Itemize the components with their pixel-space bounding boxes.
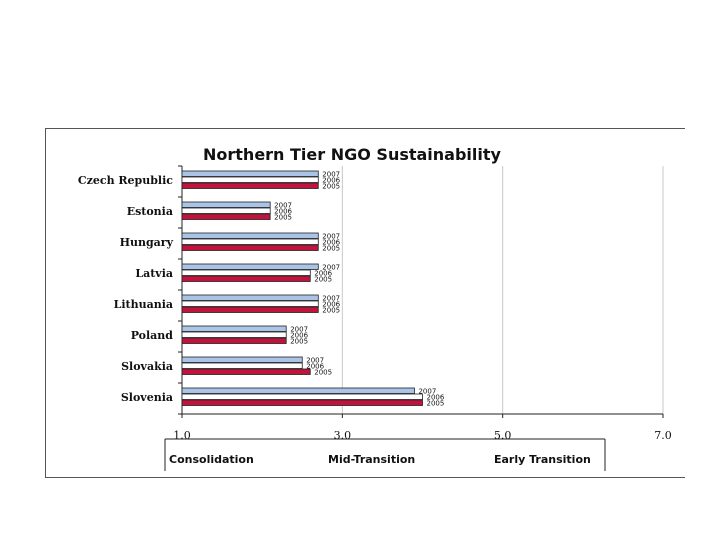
bar-2006 bbox=[181, 362, 303, 369]
bar-year-label: 2005 bbox=[290, 338, 308, 346]
category-label: Czech Republic bbox=[78, 174, 173, 187]
bar-2006 bbox=[181, 393, 423, 400]
bar-year-label: 2005 bbox=[427, 400, 445, 408]
bar-2007 bbox=[181, 232, 319, 239]
stage-label: Early Transition bbox=[494, 453, 591, 466]
bar-year-label: 2007 bbox=[418, 388, 436, 396]
x-tick-label: 5.0 bbox=[494, 429, 512, 442]
x-tick-label: 3.0 bbox=[334, 429, 352, 442]
bar-2007 bbox=[181, 294, 319, 301]
bar-year-label: 2005 bbox=[322, 245, 340, 253]
category-label: Lithuania bbox=[114, 298, 173, 311]
bar-2005 bbox=[181, 244, 319, 251]
stage-label: Mid-Transition bbox=[328, 453, 415, 466]
bar-2006 bbox=[181, 300, 319, 307]
chart-frame: Northern Tier NGO Sustainability Czech Re… bbox=[45, 128, 685, 478]
bar-year-label: 2006 bbox=[274, 208, 292, 216]
bar-year-label: 2005 bbox=[314, 276, 332, 284]
bar-2007 bbox=[181, 170, 319, 177]
bar-year-label: 2007 bbox=[274, 202, 292, 210]
category-label: Slovenia bbox=[121, 391, 173, 404]
bar-2005 bbox=[181, 275, 311, 282]
bar-year-label: 2005 bbox=[274, 214, 292, 222]
bar-year-label: 2006 bbox=[322, 301, 340, 309]
bar-2005 bbox=[181, 399, 423, 406]
bar-year-label: 2005 bbox=[322, 307, 340, 315]
bar-year-label: 2007 bbox=[290, 326, 308, 334]
bar-2006 bbox=[181, 207, 271, 214]
chart-canvas: Northern Tier NGO Sustainability Czech Re… bbox=[78, 145, 672, 471]
bar-year-label: 2006 bbox=[290, 332, 308, 340]
category-label: Slovakia bbox=[121, 360, 173, 373]
bar-2005 bbox=[181, 182, 319, 189]
category-label: Latvia bbox=[135, 267, 173, 280]
bar-2007 bbox=[181, 263, 319, 270]
x-tick-label: 1.0 bbox=[173, 429, 191, 442]
bar-year-label: 2006 bbox=[322, 239, 340, 247]
bar-year-label: 2005 bbox=[322, 183, 340, 191]
bar-2007 bbox=[181, 387, 415, 394]
bar-year-label: 2005 bbox=[314, 369, 332, 377]
bar-2006 bbox=[181, 176, 319, 183]
bar-year-label: 2006 bbox=[322, 177, 340, 185]
category-label: Poland bbox=[131, 329, 174, 342]
bar-2006 bbox=[181, 331, 287, 338]
bar-2005 bbox=[181, 213, 271, 220]
bar-2006 bbox=[181, 269, 311, 276]
bar-2005 bbox=[181, 337, 287, 344]
bar-year-label: 2007 bbox=[322, 233, 340, 241]
category-label: Hungary bbox=[120, 236, 174, 249]
bar-2005 bbox=[181, 306, 319, 313]
bar-2006 bbox=[181, 238, 319, 245]
bar-year-label: 2006 bbox=[427, 394, 445, 402]
bar-2007 bbox=[181, 325, 287, 332]
bar-year-label: 2006 bbox=[306, 363, 324, 371]
bar-year-label: 2006 bbox=[314, 270, 332, 278]
bar-year-label: 2007 bbox=[306, 357, 324, 365]
bar-year-label: 2007 bbox=[322, 295, 340, 303]
bar-year-label: 2007 bbox=[322, 264, 340, 272]
bar-year-label: 2007 bbox=[322, 171, 340, 179]
chart-title: Northern Tier NGO Sustainability bbox=[203, 145, 502, 164]
category-label: Estonia bbox=[127, 205, 173, 218]
bar-2007 bbox=[181, 356, 303, 363]
bar-2007 bbox=[181, 201, 271, 208]
bar-2005 bbox=[181, 368, 311, 375]
stage-label: Consolidation bbox=[169, 453, 254, 466]
x-tick-label: 7.0 bbox=[654, 429, 672, 442]
